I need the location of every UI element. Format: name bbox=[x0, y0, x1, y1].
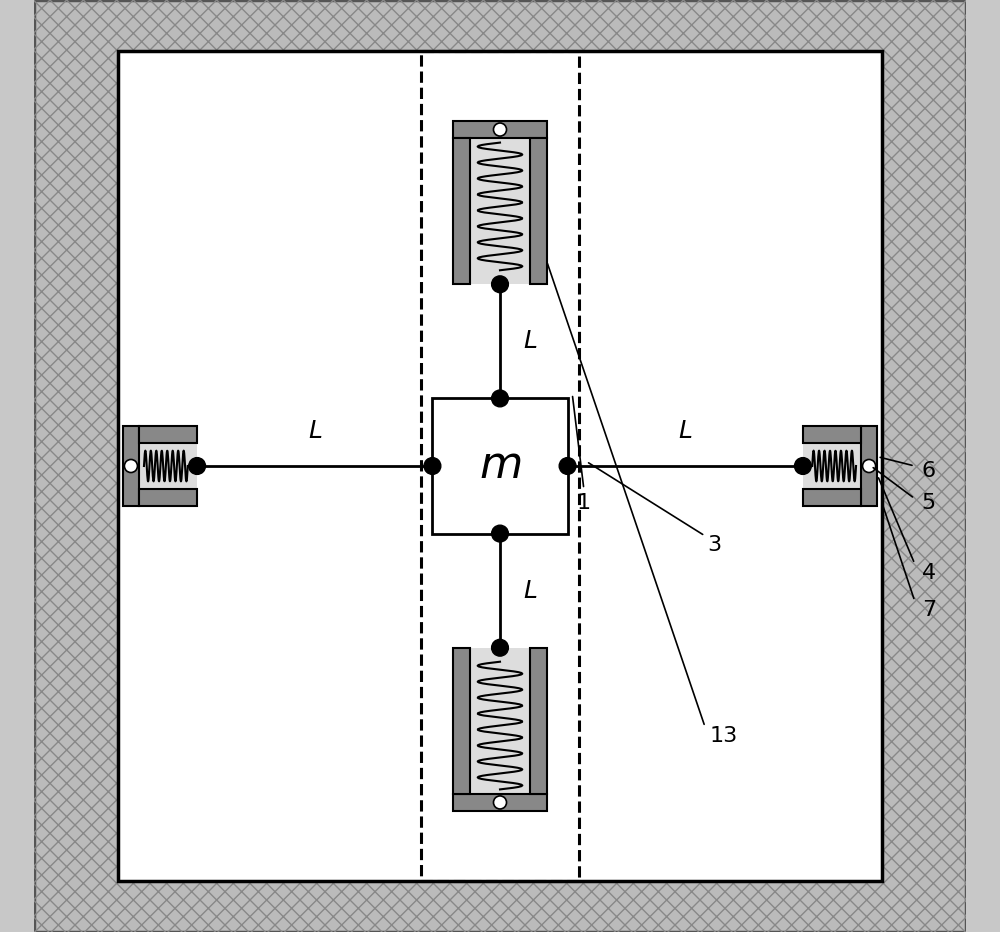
Text: $L$: $L$ bbox=[523, 579, 538, 603]
Circle shape bbox=[492, 639, 508, 656]
Bar bbox=[118, 51, 882, 881]
Bar bbox=[453, 648, 470, 794]
Circle shape bbox=[189, 458, 205, 474]
Bar bbox=[861, 427, 877, 505]
Circle shape bbox=[492, 526, 508, 541]
Bar bbox=[139, 427, 197, 444]
Bar bbox=[139, 443, 197, 488]
Circle shape bbox=[493, 123, 507, 136]
Bar bbox=[803, 427, 861, 444]
Bar bbox=[470, 648, 530, 794]
Text: $L$: $L$ bbox=[308, 418, 322, 443]
Circle shape bbox=[492, 276, 508, 293]
Bar bbox=[530, 138, 547, 284]
Bar bbox=[530, 648, 547, 794]
Circle shape bbox=[124, 459, 137, 473]
Circle shape bbox=[559, 458, 576, 474]
Text: 13: 13 bbox=[710, 726, 738, 747]
Text: 3: 3 bbox=[707, 535, 721, 555]
Text: 7: 7 bbox=[922, 600, 936, 621]
Bar bbox=[139, 488, 197, 505]
Bar bbox=[421, 51, 579, 881]
Text: 4: 4 bbox=[922, 563, 936, 583]
Text: 6: 6 bbox=[922, 460, 936, 481]
Circle shape bbox=[795, 458, 811, 474]
Bar bbox=[432, 399, 568, 533]
Bar bbox=[803, 488, 861, 505]
Bar bbox=[453, 121, 547, 138]
Circle shape bbox=[492, 390, 508, 406]
Bar bbox=[470, 138, 530, 284]
Text: 5: 5 bbox=[922, 493, 936, 514]
Circle shape bbox=[863, 459, 876, 473]
Circle shape bbox=[424, 458, 441, 474]
Circle shape bbox=[493, 796, 507, 809]
Bar bbox=[453, 138, 470, 284]
Bar bbox=[453, 794, 547, 811]
Text: $L$: $L$ bbox=[678, 418, 692, 443]
Text: $m$: $m$ bbox=[479, 445, 521, 487]
Text: 1: 1 bbox=[577, 493, 591, 514]
Bar bbox=[123, 427, 139, 505]
Bar bbox=[803, 443, 861, 488]
Text: $L$: $L$ bbox=[523, 329, 538, 353]
